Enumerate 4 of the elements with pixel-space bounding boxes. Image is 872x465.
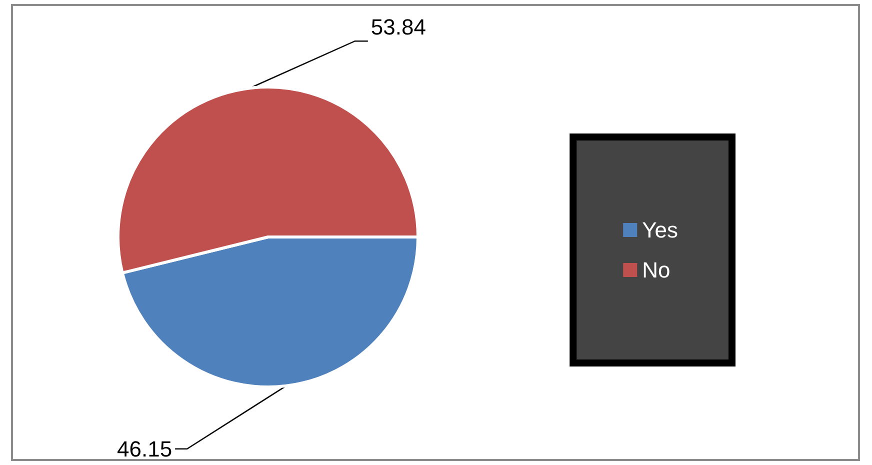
data-label: 53.84 [370, 14, 426, 40]
data-label: 46.15 [117, 436, 172, 462]
legend-label: Yes [642, 218, 678, 242]
legend-label: No [642, 258, 670, 282]
